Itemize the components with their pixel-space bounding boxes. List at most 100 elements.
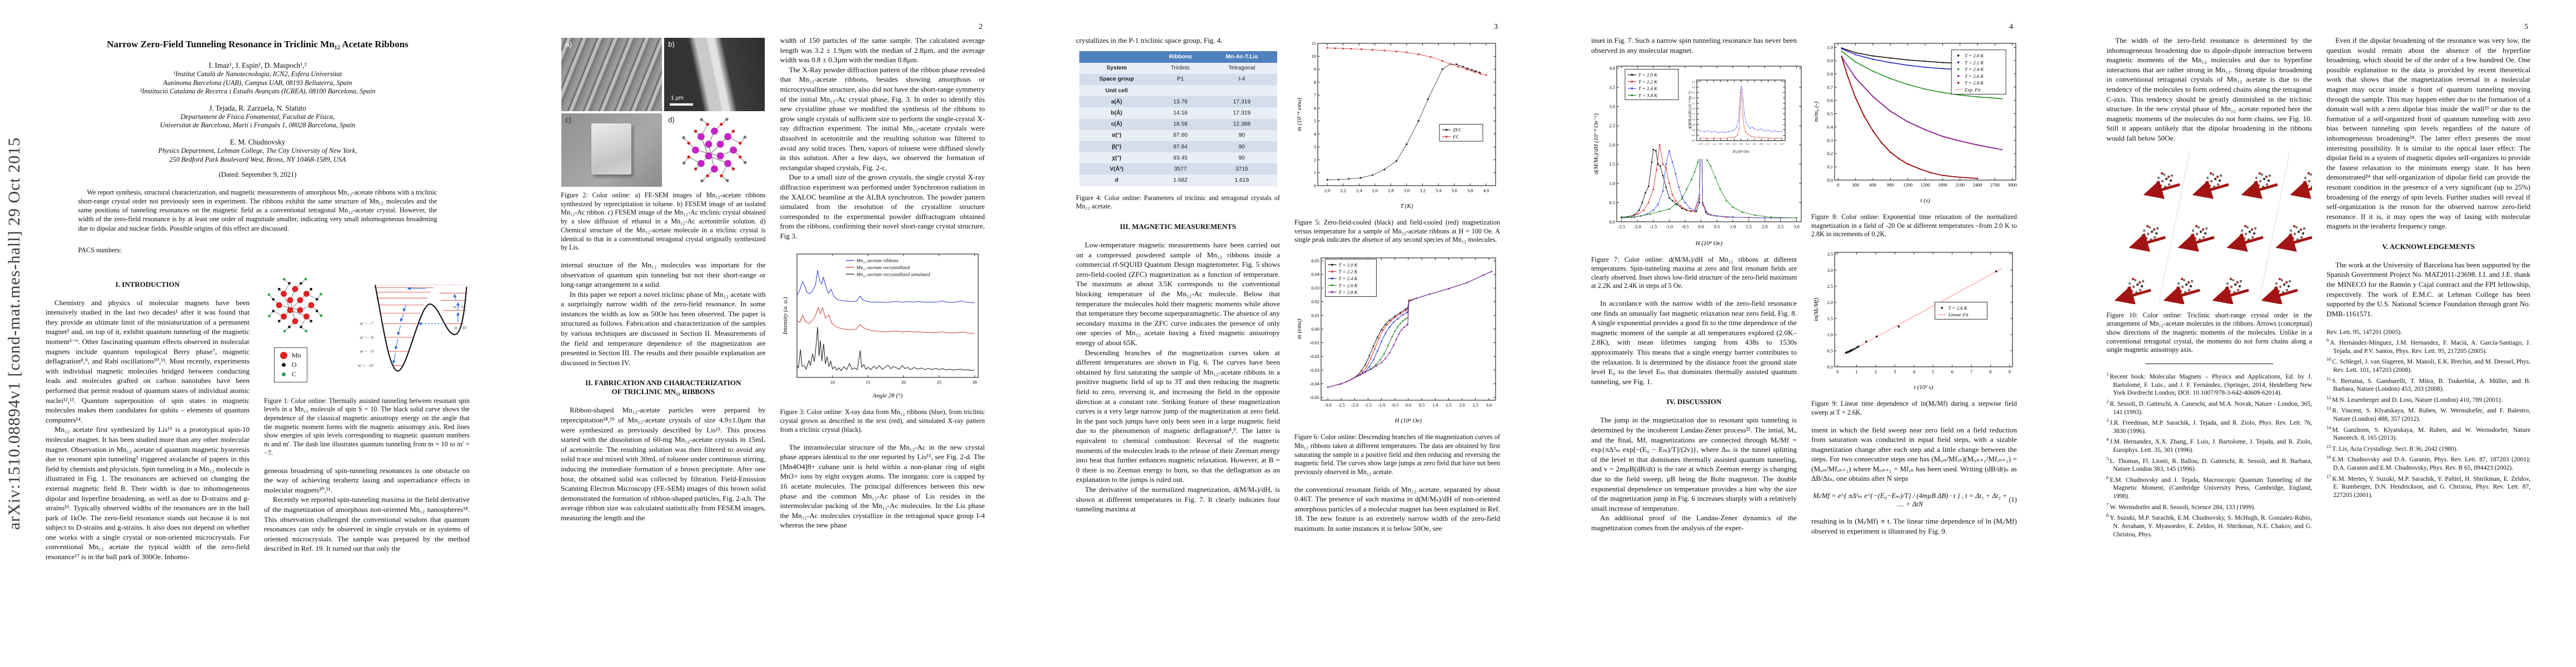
reference-item: 4 J.M. Hernandez, X.X. Zhang, F. Luis, J.…: [2106, 437, 2312, 454]
reference-item: 16 E.M. Chudnovsky and D.A. Garanin, Phys…: [2326, 455, 2530, 471]
svg-text:600: 600: [1870, 182, 1877, 187]
paragraph: Descending branches of the magnetization…: [1076, 348, 1280, 484]
svg-text:-2.0: -2.0: [1634, 225, 1641, 230]
section-heading-fabrication-2: OF TRICLINIC MN₁₂ RIBBONS: [611, 387, 715, 396]
figure-6-caption: Figure 6: Color online: Descending branc…: [1294, 433, 1500, 476]
triclinic-lattice-diagram: [2114, 151, 2327, 305]
svg-text:0.9: 0.9: [1827, 58, 1833, 63]
svg-text:900: 900: [1887, 182, 1894, 187]
svg-text:1: 1: [1314, 171, 1316, 176]
svg-text:3.5: 3.5: [1610, 85, 1615, 90]
svg-text:-0.05: -0.05: [1310, 395, 1319, 400]
svg-text:25: 25: [936, 380, 941, 385]
svg-text:0.0: 0.0: [1827, 178, 1833, 183]
level-label-mm9: m′ = −9: [360, 349, 373, 354]
svg-text:1800: 1800: [1938, 182, 1947, 187]
svg-text:Linear Fit: Linear Fit: [1948, 312, 1969, 317]
list-item: ²Institució Catalana de Recerca i Estudi…: [139, 87, 376, 96]
paper-title: Narrow Zero-Field Tunneling Resonance in…: [107, 39, 408, 49]
svg-text:H (10⁴ Oe): H (10⁴ Oe): [1695, 240, 1723, 247]
crystal-image: [591, 123, 632, 175]
svg-text:7: 7: [1970, 370, 1972, 375]
level-label-mm8: m′ = −8: [360, 335, 373, 340]
svg-text:11: 11: [1312, 41, 1316, 46]
authors-group-3: E. M. Chudnovsky: [230, 137, 286, 146]
level-label-m9: m = 9: [454, 304, 464, 309]
svg-text:m (emu): m (emu): [1296, 319, 1303, 340]
svg-text:0.2: 0.2: [1827, 151, 1833, 156]
xrd-chart: 10 15 20 25 30 Angle 2θ (°) Intensity (a. u.) M…: [780, 250, 985, 404]
svg-text:5: 5: [1314, 119, 1316, 124]
c-legend-dot: [282, 372, 286, 376]
page5-right-column: Even if the dipolar broadening of the re…: [2326, 36, 2530, 539]
page-number: 5: [2524, 22, 2528, 31]
figure-1-legend: Mn O C: [274, 347, 307, 382]
double-well-potential-diagram: m′ = −7 m′ = −8 m′ = −9 m′ = −10 m = 9 m…: [357, 284, 467, 372]
figure-9-graphic: 0 1 2 3 4 5 6 7 8 9 0.0 0.5 1.0 1.5 2.0 2.5 3.0 3.5 t (10²…: [1811, 247, 2019, 395]
paragraph: The jump in the magnetization due to res…: [1591, 416, 1797, 512]
svg-text:0.0: 0.0: [1406, 403, 1411, 408]
figure-7-graphic: -2.5 -2.0 -1.5 -1.0 -0.5 0.0 0.5 1.0 1.5 2.0 2.5 3.…: [1591, 61, 1807, 251]
svg-text:T = 3.8 K: T = 3.8 K: [1638, 93, 1658, 98]
svg-text:Angle 2θ (°): Angle 2θ (°): [872, 392, 903, 399]
svg-text:0.1: 0.1: [1827, 165, 1833, 170]
reference-item: 6 E.M. Chudnovsky and J. Tejada, Macrosco…: [2106, 475, 2312, 500]
svg-text:2.8: 2.8: [1388, 188, 1393, 193]
svg-text:3.0: 3.0: [1692, 86, 1695, 89]
svg-text:-2.5: -2.5: [1618, 225, 1625, 230]
figure-3-caption: Figure 3: Color online: X-ray data from …: [780, 408, 985, 434]
svg-text:2.5: 2.5: [1610, 123, 1615, 128]
svg-text:2.7: 2.7: [1692, 91, 1695, 94]
svg-text:0.4: 0.4: [1827, 125, 1833, 130]
svg-text:-1.8: -1.8: [1698, 143, 1702, 146]
figure-9-caption: Figure 9: Linear time dependence of ln(M…: [1811, 400, 2017, 416]
svg-text:3.3: 3.3: [1692, 81, 1695, 83]
svg-text:FC: FC: [1452, 134, 1459, 140]
fesem-panel-c: c): [561, 113, 662, 187]
o-legend-dot: [282, 362, 286, 367]
svg-text:2: 2: [1314, 157, 1316, 162]
list-item: Universitat de Barcelona, Martí i Franqu…: [160, 121, 356, 130]
svg-text:1.5: 1.5: [1692, 113, 1695, 116]
svg-text:3.6: 3.6: [1451, 188, 1457, 193]
svg-text:2.4: 2.4: [1356, 188, 1362, 193]
table-header: Mn-Ac-T.Lis: [1207, 51, 1277, 63]
equation-body: Mᵢ/Mf = e^{ πΔ²ₘ e^{−(E₀−Eₘ)/T} / (4mµB …: [1813, 492, 2007, 509]
svg-text:Intensity (a. u.): Intensity (a. u.): [782, 297, 789, 336]
level-label-mm10: m′ = −10: [357, 363, 373, 368]
svg-text:3.2: 3.2: [1419, 188, 1425, 193]
fesem-panel-a: a): [561, 38, 662, 111]
reference-item: 17 K.M. Mertes, Y. Suzuki, M.P. Sarachik,…: [2326, 474, 2530, 499]
svg-text:0: 0: [1836, 370, 1838, 375]
legend-label-c: C: [292, 370, 297, 378]
svg-text:2100: 2100: [1955, 182, 1965, 187]
linear-fit-chart: 0 1 2 3 4 5 6 7 8 9 0.0 0.5 1.0 1.5 2.0 2.5 3.0 3.5 t (10²…: [1811, 247, 2019, 395]
pacs-line: PACS numbers:: [78, 246, 122, 254]
svg-text:-0.03: -0.03: [1310, 368, 1319, 373]
section-heading-magnetic: III. MAGNETIC MEASUREMENTS: [1119, 222, 1237, 231]
table-row: a(Å) 13.76 17.319: [1079, 96, 1277, 108]
svg-text:10: 10: [830, 380, 834, 385]
svg-text:1.8: 1.8: [1692, 107, 1695, 110]
page-1: arXiv:1510.08894v1 [cond-mat.mes-hall] 2…: [0, 0, 515, 667]
figure-8-graphic: 0 300 600 900 1200 1500 1800 2100 2400 2700 3000 0.…: [1811, 38, 2021, 208]
svg-text:0.5: 0.5: [1827, 112, 1833, 117]
svg-text:20: 20: [901, 380, 905, 385]
svg-text:-0.6: -0.6: [1725, 143, 1730, 146]
svg-text:0.5: 0.5: [1419, 403, 1424, 408]
reference-item: 13 R. Vincent, S. Klyatskaya, M. Ruben, W…: [2326, 406, 2530, 422]
page-number: 4: [2009, 22, 2013, 31]
svg-text:-1.5: -1.5: [1650, 225, 1657, 230]
svg-text:T = 2.6 K: T = 2.6 K: [1949, 305, 1968, 311]
paragraph: In this paper we report a novel triclini…: [561, 290, 766, 367]
legend-label-o: O: [292, 360, 297, 369]
svg-text:m/m₀ (-): m/m₀ (-): [1813, 101, 1820, 122]
svg-text:0: 0: [1314, 183, 1316, 188]
svg-text:Mn₁₂-acetate recrystallized: Mn₁₂-acetate recrystallized: [856, 265, 910, 270]
table-row: χ(°) 93.45 90: [1079, 152, 1277, 164]
figure-7-caption: Figure 7: Color online: d(M/Mₛ)/dH of Mn…: [1591, 256, 1797, 290]
figure-5-graphic: 2.0 2.2 2.4 2.6 2.8 3.0 3.2 3.4 3.6 3.8 4.0 0 1 2 3 4 5 6…: [1294, 38, 1502, 214]
svg-text:3.8: 3.8: [1467, 188, 1473, 193]
figure-2-caption: Figure 2: Color online: a) FE-SEM images…: [561, 191, 766, 252]
figure-4-caption: Figure 4: Color online: Parameters of tr…: [1076, 193, 1280, 211]
